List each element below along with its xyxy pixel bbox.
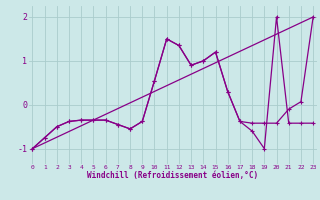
X-axis label: Windchill (Refroidissement éolien,°C): Windchill (Refroidissement éolien,°C) bbox=[87, 171, 258, 180]
